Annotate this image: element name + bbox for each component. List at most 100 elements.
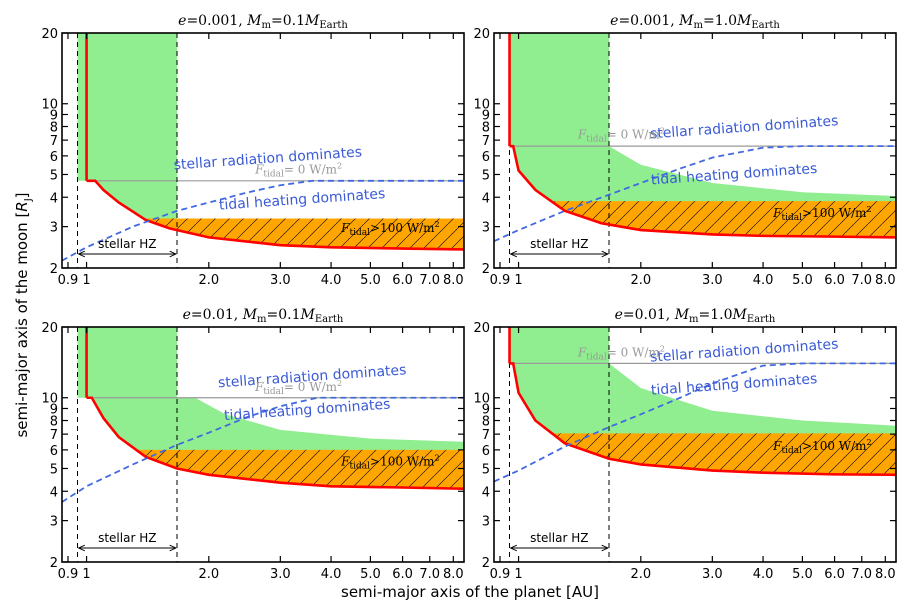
stellar-radiation-label: stellar radiation dominates — [649, 113, 838, 142]
title-earth-symbol: M — [304, 13, 320, 29]
y-tick-label: 2 — [50, 556, 58, 571]
x-tick-label: 7.0 — [851, 273, 872, 288]
ftidal-subscript: tidal — [263, 169, 284, 179]
y-tick-label: 7 — [50, 428, 58, 443]
x-tick-label: 3.0 — [270, 273, 291, 288]
x-tick-label: 7.0 — [419, 567, 440, 582]
y-tick-label: 6 — [50, 150, 58, 165]
tidal-heating-label: tidal heating dominates — [224, 397, 391, 425]
y-axis-label-main: semi-major axis of the moon [ — [13, 212, 31, 438]
title-e-value: =0.001, — [618, 13, 679, 29]
title-e-value: =0.01, — [191, 307, 243, 323]
orange-hatch — [552, 201, 896, 238]
green-region — [77, 33, 464, 250]
ftidal-exponent: 2 — [867, 205, 872, 214]
ftidal-symbol: F — [254, 162, 264, 176]
title-e: e — [178, 13, 186, 29]
x-tick-label: 1 — [514, 567, 522, 582]
ftidal-symbol: F — [577, 345, 587, 359]
title-mass-value: =0.1 — [271, 13, 305, 29]
x-tick-label: 4.0 — [753, 567, 774, 582]
title-earth-symbol: M — [736, 13, 752, 29]
ftidal-symbol: F — [254, 380, 264, 394]
y-tick-label: 5 — [50, 462, 58, 477]
ftidal-high-value: >100 W/m — [802, 439, 867, 453]
orange-hatch — [553, 433, 896, 475]
title-earth-sub: Earth — [751, 20, 780, 31]
x-tick-label: 3.0 — [702, 567, 723, 582]
green-region — [509, 33, 896, 238]
ftidal-symbol: F — [772, 439, 782, 453]
y-tick-label: 8 — [482, 415, 490, 430]
y-tick-label: 8 — [50, 121, 58, 136]
tidal-heating-label: tidal heating dominates — [218, 186, 385, 214]
stellar-hz-label: stellar HZ — [530, 237, 588, 251]
title-mass-sub: m — [262, 20, 272, 31]
y-tick-label: 6 — [482, 150, 490, 165]
panel-4-title: e=0.01, Mm=1.0MEarth — [615, 307, 776, 325]
title-mass-value: =1.0 — [699, 307, 733, 323]
ftidal-high-value: >100 W/m — [370, 454, 435, 468]
blue-dashed-curve — [494, 362, 896, 483]
y-tick-label: 9 — [482, 402, 490, 417]
title-e: e — [615, 307, 623, 323]
ftidal-symbol: F — [577, 128, 587, 142]
panel-2-frame — [493, 32, 897, 269]
x-tick-label: 5.0 — [792, 567, 813, 582]
title-earth-sub: Earth — [747, 314, 776, 325]
y-axis-label: semi-major axis of the moon [RJ] — [13, 192, 34, 437]
y-tick-label: 4 — [482, 485, 490, 500]
x-tick-label: 6.0 — [824, 273, 845, 288]
y-tick-label: 7 — [482, 134, 490, 149]
ftidal-symbol: F — [340, 221, 350, 235]
x-tick-label: 0.9 — [490, 567, 511, 582]
y-tick-label: 10 — [41, 98, 58, 113]
title-earth-sub: Earth — [319, 20, 348, 31]
y-tick-label: 2 — [50, 262, 58, 277]
red-curve — [509, 362, 896, 477]
y-tick-label: 9 — [50, 108, 58, 123]
y-tick-label: 4 — [50, 191, 58, 206]
y-tick-label: 9 — [50, 402, 58, 417]
y-tick-label: 2 — [482, 556, 490, 571]
x-tick-label: 2.0 — [198, 273, 219, 288]
x-tick-label: 6.0 — [392, 273, 413, 288]
y-tick-label: 8 — [50, 415, 58, 430]
ftidal-subscript: tidal — [781, 446, 802, 456]
ftidal-subscript: tidal — [586, 135, 607, 145]
x-tick-label: 0.9 — [490, 273, 511, 288]
stellar-hz-label: stellar HZ — [98, 531, 156, 545]
ftidal-exponent: 2 — [435, 453, 440, 462]
ftidal-exponent: 2 — [660, 344, 665, 353]
ftidal-subscript: tidal — [349, 228, 370, 238]
ftidal-high-label: Ftidal>100 W/m2 — [340, 453, 439, 471]
panel-4: stellar HZ stellar radiation dominates tid… — [473, 307, 897, 582]
x-tick-label: 2.0 — [198, 567, 219, 582]
ftidal-zero-label: Ftidal= 0 W/m2 — [254, 161, 342, 179]
panel-1-title: e=0.001, Mm=0.1MEarth — [178, 13, 348, 31]
x-tick-label: 8.0 — [875, 273, 896, 288]
panel-1-frame — [61, 32, 465, 269]
y-tick-label: 3 — [482, 221, 490, 236]
title-mass-symbol: M — [678, 13, 694, 29]
title-mass-sub: m — [257, 314, 267, 325]
red-curve — [86, 179, 464, 251]
x-tick-label: 1 — [514, 273, 522, 288]
y-axis-label-subscript: J — [23, 198, 34, 202]
stellar-radiation-label: stellar radiation dominates — [649, 336, 838, 365]
panel-4-frame — [493, 326, 897, 563]
title-e: e — [610, 13, 618, 29]
x-tick-label: 7.0 — [851, 567, 872, 582]
ftidal-zero-label: Ftidal= 0 W/m2 — [577, 344, 665, 362]
title-e-value: =0.01, — [623, 307, 675, 323]
x-tick-label: 1 — [82, 273, 90, 288]
y-tick-label: 20 — [41, 27, 58, 42]
title-mass-symbol: M — [246, 13, 262, 29]
x-tick-label: 4.0 — [321, 273, 342, 288]
blue-dashed-curve — [494, 145, 896, 243]
ftidal-exponent: 2 — [660, 127, 665, 136]
ftidal-zero-label: Ftidal= 0 W/m2 — [254, 379, 342, 397]
